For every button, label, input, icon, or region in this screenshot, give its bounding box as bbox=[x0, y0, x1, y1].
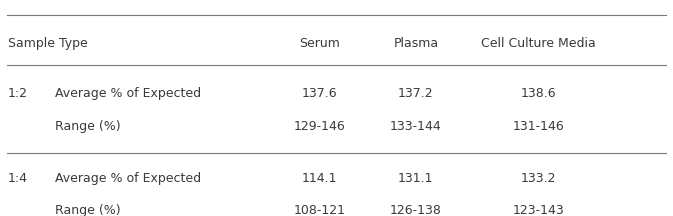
Text: 137.2: 137.2 bbox=[398, 87, 433, 100]
Text: 131-146: 131-146 bbox=[513, 120, 564, 133]
Text: Range (%): Range (%) bbox=[55, 204, 121, 216]
Text: 137.6: 137.6 bbox=[302, 87, 337, 100]
Text: Serum: Serum bbox=[299, 37, 340, 50]
Text: Range (%): Range (%) bbox=[55, 120, 121, 133]
Text: 123-143: 123-143 bbox=[513, 204, 564, 216]
Text: 1:2: 1:2 bbox=[8, 87, 28, 100]
Text: Average % of Expected: Average % of Expected bbox=[55, 172, 201, 185]
Text: 108-121: 108-121 bbox=[293, 204, 346, 216]
Text: 138.6: 138.6 bbox=[521, 87, 556, 100]
Text: 114.1: 114.1 bbox=[302, 172, 337, 185]
Text: Average % of Expected: Average % of Expected bbox=[55, 87, 201, 100]
Text: 126-138: 126-138 bbox=[390, 204, 442, 216]
Text: Cell Culture Media: Cell Culture Media bbox=[481, 37, 596, 50]
Text: 1:4: 1:4 bbox=[8, 172, 28, 185]
Text: 133-144: 133-144 bbox=[390, 120, 441, 133]
Text: 129-146: 129-146 bbox=[294, 120, 345, 133]
Text: 131.1: 131.1 bbox=[398, 172, 433, 185]
Text: 133.2: 133.2 bbox=[521, 172, 556, 185]
Text: Sample Type: Sample Type bbox=[8, 37, 87, 50]
Text: Plasma: Plasma bbox=[393, 37, 439, 50]
